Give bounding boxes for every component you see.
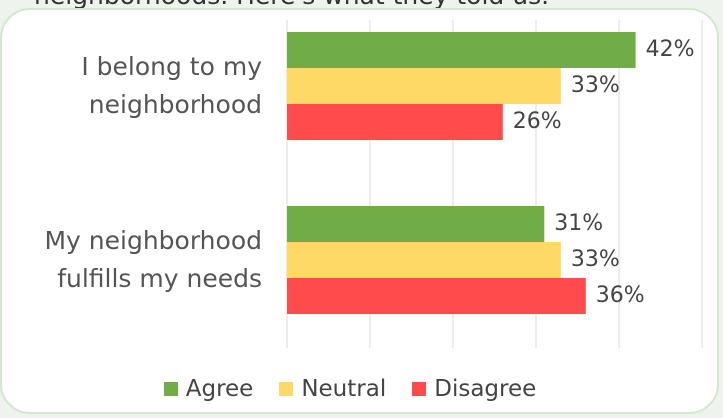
legend-item: Disagree <box>412 376 536 402</box>
legend-swatch <box>163 382 178 396</box>
value-label: 42% <box>646 37 695 62</box>
bar <box>287 68 561 104</box>
bar <box>287 32 636 68</box>
legend-label: Neutral <box>301 376 387 402</box>
legend-label: Disagree <box>434 376 537 402</box>
value-label: 26% <box>513 109 562 134</box>
legend-swatch <box>279 382 294 396</box>
legend-item: Agree <box>163 376 254 402</box>
bar <box>287 242 561 278</box>
subtitle: neighborhoods. Here's what they told us. <box>34 0 549 10</box>
legend-label: Agree <box>185 376 254 402</box>
value-label: 33% <box>571 247 620 272</box>
value-label: 31% <box>554 211 603 236</box>
legend-item: Neutral <box>279 376 386 402</box>
category-label: My neighborhood fulfills my needs <box>44 226 262 293</box>
legend: Agree Neutral Disagree <box>0 376 700 402</box>
value-label: 33% <box>571 73 620 98</box>
bar <box>287 206 545 242</box>
bar <box>287 278 586 314</box>
bar <box>287 104 503 140</box>
category-label: I belong to my neighborhood <box>81 52 262 119</box>
legend-swatch <box>412 382 427 396</box>
value-label: 36% <box>596 283 645 308</box>
